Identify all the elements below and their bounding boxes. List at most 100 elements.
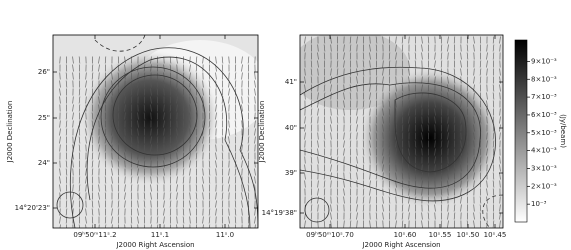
vector [208, 112, 211, 120]
vector [447, 36, 449, 44]
vector [453, 108, 456, 116]
vector [388, 148, 391, 156]
vector [304, 220, 306, 228]
x-tick-label: 10ˢ.55 [429, 231, 452, 239]
vector [156, 72, 159, 80]
x-tick-label: 11ˢ.0 [216, 231, 234, 239]
vector [408, 204, 410, 212]
vector [59, 96, 61, 104]
vector [460, 188, 462, 196]
vector [414, 180, 417, 188]
vector [434, 116, 436, 124]
vector [434, 204, 436, 212]
vector [195, 56, 198, 64]
vector [91, 120, 94, 128]
vector [349, 44, 352, 52]
colorbar-tick-label: 6×10⁻³ [531, 111, 557, 119]
vector [137, 208, 139, 216]
vector [336, 188, 339, 196]
y-tick-label: 14°20'23" [15, 204, 50, 212]
vector [473, 132, 475, 140]
vector [59, 80, 61, 88]
vector [382, 36, 384, 44]
vector [486, 204, 488, 212]
vector [202, 176, 204, 184]
vector [130, 128, 133, 136]
vector [241, 64, 243, 72]
vector [104, 56, 107, 64]
vector [460, 60, 462, 68]
vector [369, 172, 371, 180]
vector [111, 224, 113, 228]
vector [98, 160, 100, 168]
vector [254, 88, 256, 96]
vector [104, 80, 107, 88]
vector [323, 100, 326, 108]
vector [111, 136, 113, 144]
vector [421, 100, 423, 108]
vector [427, 156, 430, 164]
vector [85, 168, 87, 176]
vector [460, 116, 462, 124]
vector [440, 140, 443, 148]
vector [343, 132, 345, 140]
vector [395, 52, 397, 60]
vector [78, 184, 81, 192]
vector [98, 72, 100, 80]
vector [234, 64, 237, 72]
vector [460, 92, 462, 100]
vector [356, 116, 358, 124]
vector [208, 120, 211, 128]
vector [395, 92, 397, 100]
vector [72, 56, 74, 64]
vector [460, 156, 462, 164]
vector [382, 164, 384, 172]
vector [434, 60, 436, 68]
vector [323, 172, 326, 180]
vector [369, 100, 371, 108]
vector [421, 92, 423, 100]
vector [356, 220, 358, 228]
y-tick-label: 26" [38, 68, 50, 76]
vector [221, 104, 224, 112]
vector [362, 148, 365, 156]
vector [382, 124, 384, 132]
vector [486, 92, 488, 100]
vector [492, 36, 495, 44]
vector [492, 212, 495, 220]
vector [323, 84, 326, 92]
vector [208, 168, 211, 176]
vector [59, 136, 61, 144]
vector [343, 188, 345, 196]
vector [228, 120, 230, 128]
vector [169, 72, 172, 80]
vector [323, 52, 326, 60]
vector [414, 196, 417, 204]
vector [189, 152, 191, 160]
vector [65, 176, 68, 184]
vector [124, 144, 126, 152]
x-tick-label: 09ʰ50ᵐ10ˢ.70 [306, 231, 354, 239]
vector [499, 204, 501, 212]
vector [343, 196, 345, 204]
vector [247, 128, 250, 136]
vector [382, 196, 384, 204]
vector [408, 124, 410, 132]
vector [150, 104, 152, 112]
vector [427, 132, 430, 140]
vector [440, 148, 443, 156]
vector [137, 64, 139, 72]
vector [111, 176, 113, 184]
vector [447, 52, 449, 60]
vector [414, 100, 417, 108]
vector [349, 212, 352, 220]
vector [304, 116, 306, 124]
vector [91, 64, 94, 72]
vector [362, 188, 365, 196]
vector [137, 88, 139, 96]
vector [241, 200, 243, 208]
vector [375, 212, 378, 220]
vector [104, 144, 107, 152]
vector [466, 132, 469, 140]
vector [176, 144, 178, 152]
